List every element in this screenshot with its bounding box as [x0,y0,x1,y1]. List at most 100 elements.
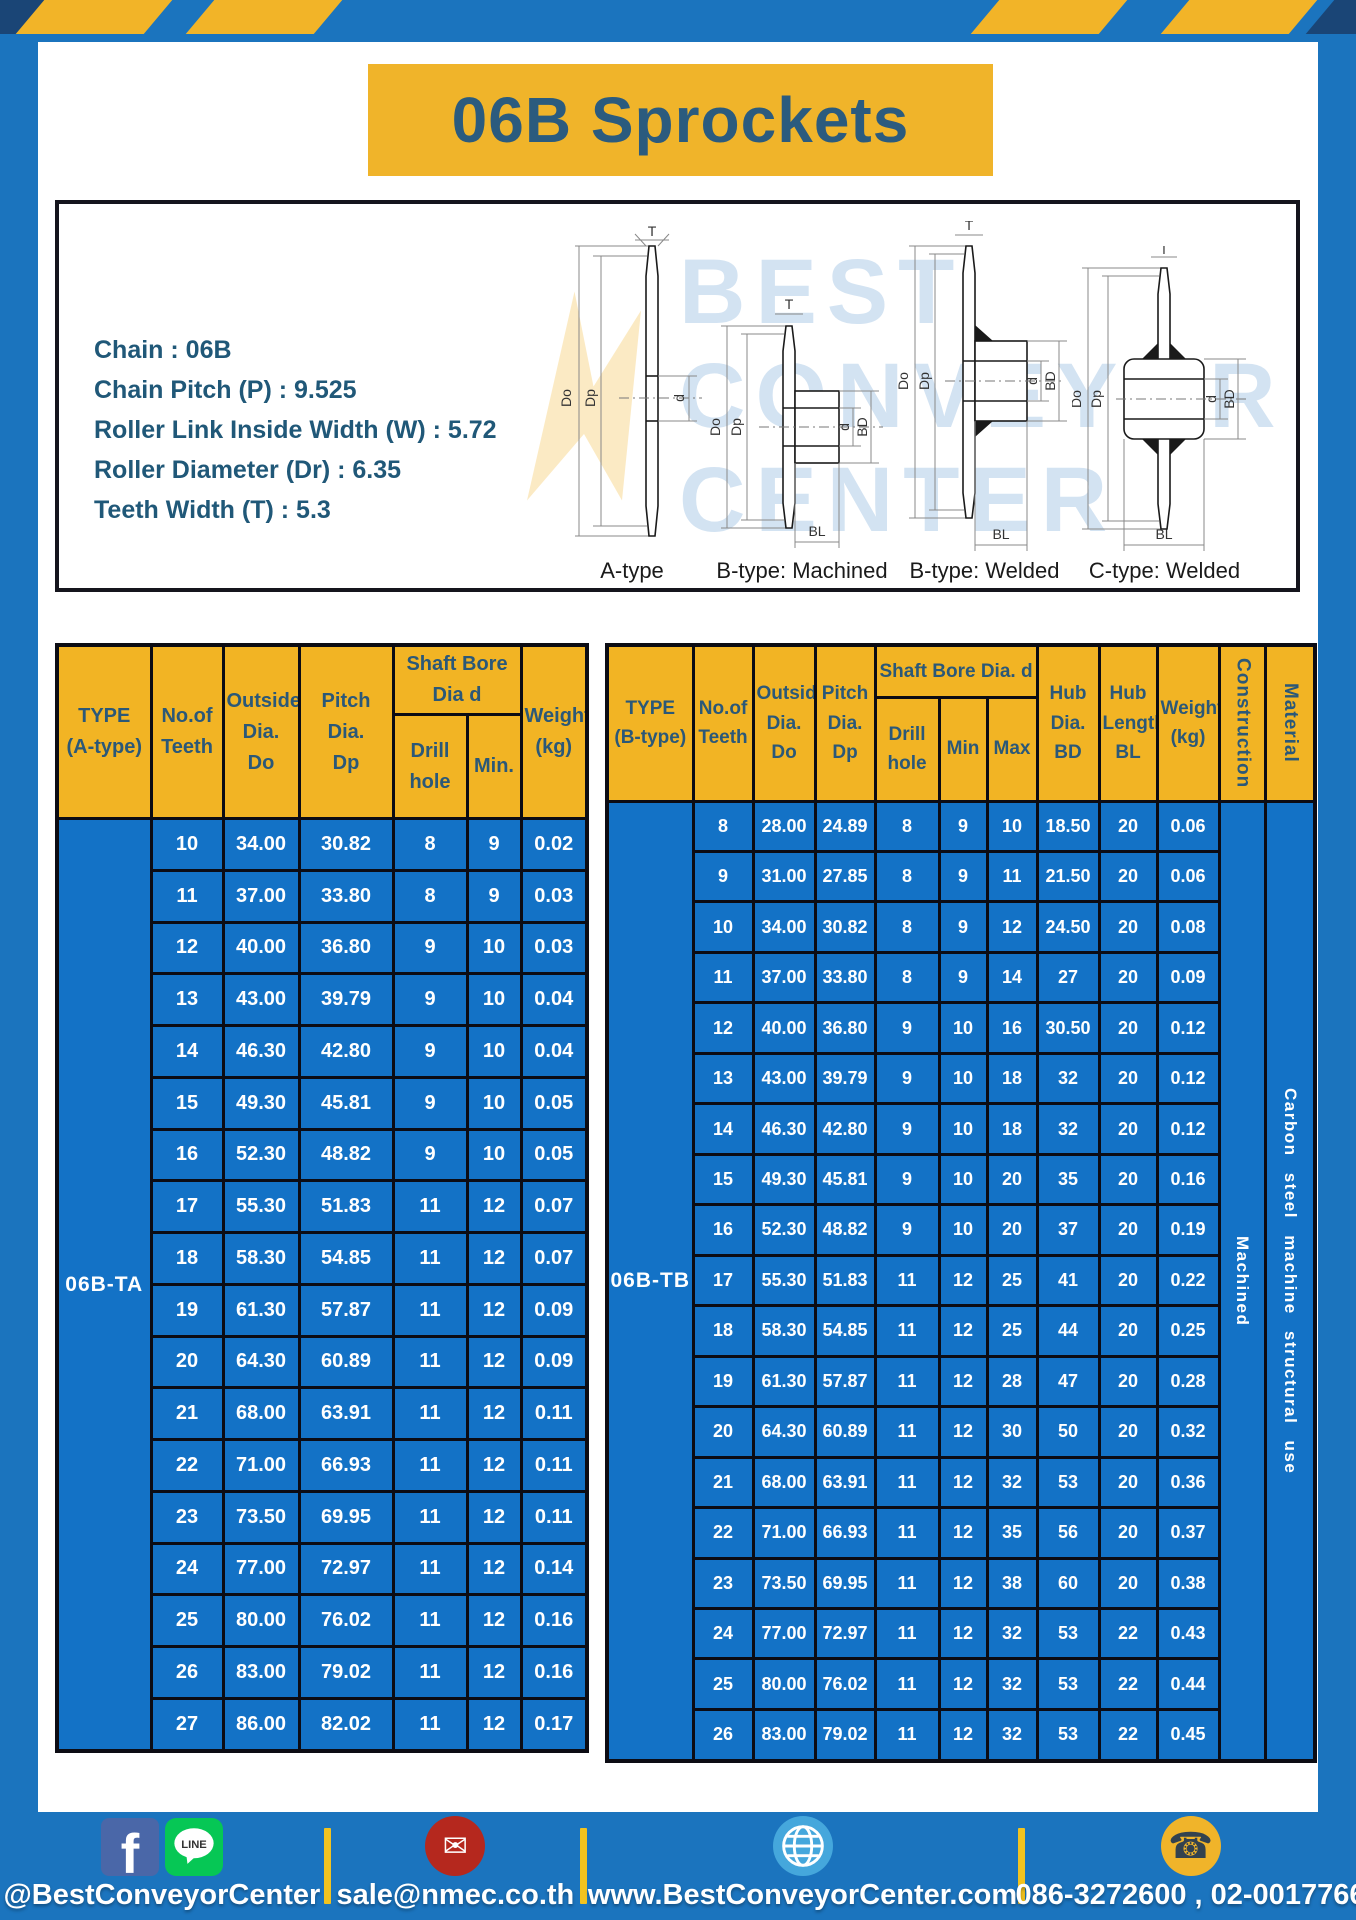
table-cell: 11 [391,1231,469,1286]
table-cell: 12 [937,1354,989,1409]
table-cell: 11 [873,1253,941,1308]
col-header-shaft-bore: Shaft Bore Dia d [391,643,523,716]
table-row: 23 73.50 69.95 11 12 38 60 20 0.38 [607,1556,1315,1611]
table-cell: 15 [691,1152,755,1207]
table-cell: 34.00 [751,900,817,954]
table-cell: 39.79 [813,1051,877,1106]
sprocket-table-b-type: TYPE (B-type) No.of Teeth Outside Dia. D… [605,643,1318,1763]
table-cell: 12 [465,1541,523,1597]
table-cell: 25 [149,1593,225,1648]
table-cell: 11 [391,1386,469,1441]
drawing-b-type-machined: T Do Dp d [707,296,897,584]
dim-label-bd: BD [854,417,870,436]
table-cell: 45.81 [297,1075,395,1131]
col-header-teeth: No.of Teeth [691,643,755,803]
spec-line: Chain Pitch (P) : 9.525 [94,376,357,404]
dim-label-bl: BL [808,523,825,539]
table-cell: 18 [985,1051,1039,1106]
footer-website-text: www.BestConveyorCenter.com [587,1879,1018,1911]
table-cell: 12 [465,1489,523,1545]
table-cell: 22 [1097,1707,1159,1763]
spec-line: Roller Diameter (Dr) : 6.35 [94,456,402,484]
table-cell: 8 [691,799,755,853]
table-cell: 0.38 [1155,1556,1221,1611]
table-cell: 14 [691,1102,755,1156]
table-cell: 48.82 [297,1127,395,1183]
table-cell: 14 [149,1024,225,1079]
table-cell: 9 [937,900,989,954]
corner-stripe-decoration [1305,0,1356,34]
table-row: 11 37.00 33.80 8 9 0.03 [57,868,589,924]
table-cell: 83.00 [221,1645,301,1700]
chain-specs: Chain : 06B Chain Pitch (P) : 9.525 Roll… [94,336,497,536]
table-cell: 30.50 [1035,1001,1101,1055]
table-cell: 23 [149,1489,225,1545]
table-cell: 11 [691,950,755,1005]
table-cell: 22 [1097,1657,1159,1711]
drawing-c-type-welded: T Do Dp [1072,246,1257,584]
table-cell: 54.85 [813,1304,877,1358]
table-cell: 0.04 [519,972,589,1027]
col-header-material: Material [1263,643,1317,803]
table-cell: 76.02 [813,1657,877,1711]
table-cell: 82.02 [297,1696,395,1753]
table-cell: 9 [873,1203,941,1257]
table-cell: 12 [465,1231,523,1286]
stripe-decoration [1160,0,1318,34]
table-cell: 9 [691,849,755,904]
table-cell: 55.30 [221,1179,301,1234]
table-cell: 79.02 [297,1645,395,1700]
table-cell: 20 [1097,1001,1159,1055]
table-cell: 11 [873,1707,941,1763]
table-cell: 0.12 [1155,1051,1221,1106]
table-cell: 76.02 [297,1593,395,1648]
top-decorative-band [0,0,1356,42]
table-cell: 46.30 [221,1024,301,1079]
table-cell: 0.02 [519,817,589,872]
table-cell: 32 [1035,1102,1101,1156]
col-header-pitch-dia: Pitch Dia. Dp [813,643,877,803]
table-cell: 86.00 [221,1696,301,1753]
table-cell: 8 [391,868,469,924]
table-cell: 43.00 [751,1051,817,1106]
table-cell: 10 [465,1024,523,1079]
table-cell: 9 [391,1127,469,1183]
dim-label-d: d [1203,395,1219,403]
footer-website: www.BestConveyorCenter.com [587,1812,1018,1920]
table-cell: 40.00 [751,1001,817,1055]
table-row: 06B-TB 8 28.00 24.89 8 9 10 18.50 20 0.06 Machined… [605,799,1317,1763]
table-cell: 63.91 [297,1386,395,1441]
col-header-hub-dia: Hub Dia. BD [1035,643,1101,803]
table-cell: 0.12 [1155,1102,1221,1156]
dim-label-do: Do [1072,390,1084,408]
table-cell: 53 [1035,1657,1101,1711]
table-cell: 0.07 [519,1179,589,1234]
table-cell: 20 [1097,900,1159,954]
stripe-decoration [970,0,1128,34]
footer-phone: ☎ 086-3272600 , 02-0017766 [1016,1812,1356,1920]
table-cell: 73.50 [221,1489,301,1545]
phone-glyph: ☎ [1168,1825,1213,1867]
construction-cell: Machined [1217,799,1267,1763]
table-cell: 16 [985,1001,1039,1055]
table-cell: 9 [391,1075,469,1131]
table-cell: 64.30 [221,1334,301,1390]
table-cell: 22 [149,1438,225,1493]
envelope-glyph: ✉ [442,1828,468,1864]
table-cell: 11 [873,1606,941,1661]
footer-email-text: sale@nmec.co.th [336,1879,575,1911]
table-cell: 16 [691,1203,755,1257]
table-cell: 12 [937,1506,989,1560]
table-cell: 35 [985,1506,1039,1560]
table-cell: 12 [937,1707,989,1763]
dim-label-dp: Dp [582,389,598,407]
col-header-construction: Construction [1217,643,1267,803]
table-cell: 53 [1035,1455,1101,1510]
stripe-decoration [15,0,173,34]
table-cell: 0.09 [519,1282,589,1338]
col-header-teeth: No.of Teeth [149,643,225,820]
table-cell: 0.16 [519,1593,589,1648]
table-row: 14 46.30 42.80 9 10 0.04 [57,1024,589,1079]
table-cell: 32 [1035,1051,1101,1106]
